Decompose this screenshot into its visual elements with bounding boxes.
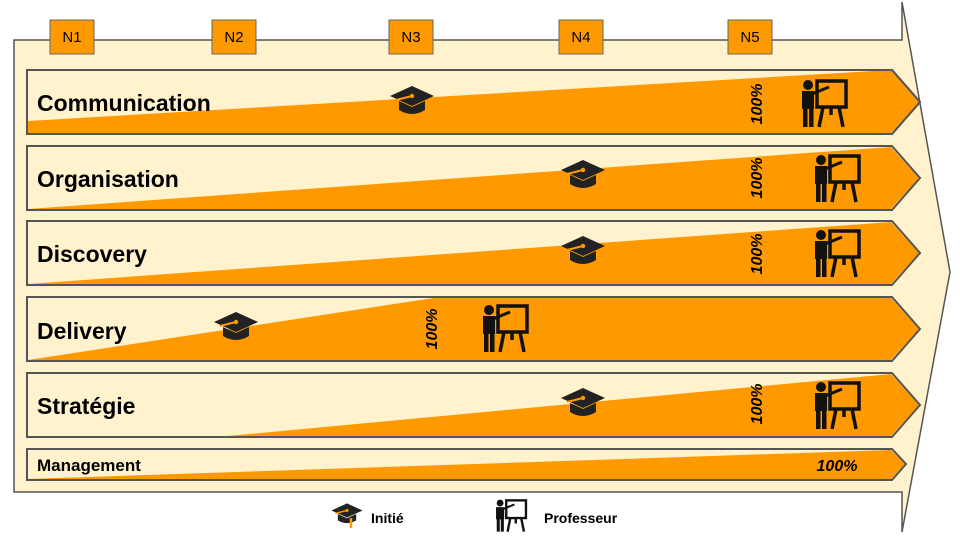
row-label-discovery: Discovery — [37, 241, 147, 267]
row-percent-discovery: 100% — [749, 234, 766, 275]
level-headers: N1 N2 N3 N4 N5 — [49, 19, 773, 55]
row-label-communication: Communication — [37, 90, 211, 116]
level-n4: N4 — [558, 19, 604, 55]
svg-text:N1: N1 — [62, 29, 81, 46]
level-n2: N2 — [211, 19, 257, 55]
legend-initie-label: Initié — [371, 510, 404, 526]
level-n1: N1 — [49, 19, 95, 55]
row-label-organisation: Organisation — [37, 166, 179, 192]
row-label-strategie: Stratégie — [37, 393, 135, 419]
legend: Initié Professeur — [330, 499, 618, 533]
row-strategie: Stratégie 100% — [26, 372, 922, 438]
teacher-board-icon — [494, 499, 528, 533]
row-percent-strategie: 100% — [749, 384, 766, 425]
row-percent-management: 100% — [817, 458, 858, 475]
graduation-cap-icon — [330, 502, 364, 524]
row-organisation: Organisation 100% — [26, 145, 922, 211]
row-percent-delivery: 100% — [424, 309, 441, 350]
row-management: Management 100% — [26, 448, 908, 481]
row-percent-organisation: 100% — [749, 158, 766, 199]
svg-text:N2: N2 — [224, 29, 243, 46]
row-delivery: Delivery 100% — [26, 296, 922, 362]
legend-professeur-label: Professeur — [544, 510, 618, 526]
level-n5: N5 — [727, 19, 773, 55]
row-discovery: Discovery 100% — [26, 220, 922, 286]
row-percent-communication: 100% — [749, 84, 766, 125]
level-n3: N3 — [388, 19, 434, 55]
row-communication: Communication 100% — [26, 69, 922, 135]
row-label-management: Management — [37, 456, 141, 475]
svg-text:N3: N3 — [401, 29, 420, 46]
row-label-delivery: Delivery — [37, 318, 127, 344]
svg-text:N5: N5 — [740, 29, 759, 46]
svg-text:N4: N4 — [571, 29, 590, 46]
